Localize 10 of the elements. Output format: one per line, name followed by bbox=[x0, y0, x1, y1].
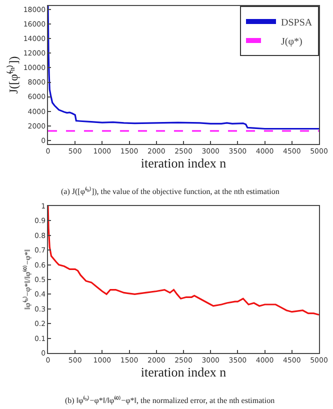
x-axis-title: iteration index n bbox=[140, 155, 227, 170]
legend-label: J(φ*) bbox=[281, 36, 302, 48]
legend-label: DSPSA bbox=[281, 17, 313, 28]
x-axis-title: iteration index n bbox=[140, 364, 227, 380]
line-series bbox=[48, 6, 319, 130]
text: (a) J([φ̃⁽ⁿ⁾]), the value of the objective function, at the nth estimation bbox=[61, 186, 280, 196]
text: (b) ‖φ̃⁽ⁿ⁾−φ*‖/‖φ̃⁽⁰⁾−φ*‖, the normalized error, at the nth estimation bbox=[65, 395, 275, 405]
line-series bbox=[48, 206, 319, 316]
y-axis-title: J([φ̃⁽ⁿ⁾]) bbox=[6, 56, 21, 94]
y-axis-title: ‖φ̃⁽ⁿ⁾−φ*‖/‖φ̃⁽⁰⁾−φ*‖ bbox=[22, 249, 32, 310]
